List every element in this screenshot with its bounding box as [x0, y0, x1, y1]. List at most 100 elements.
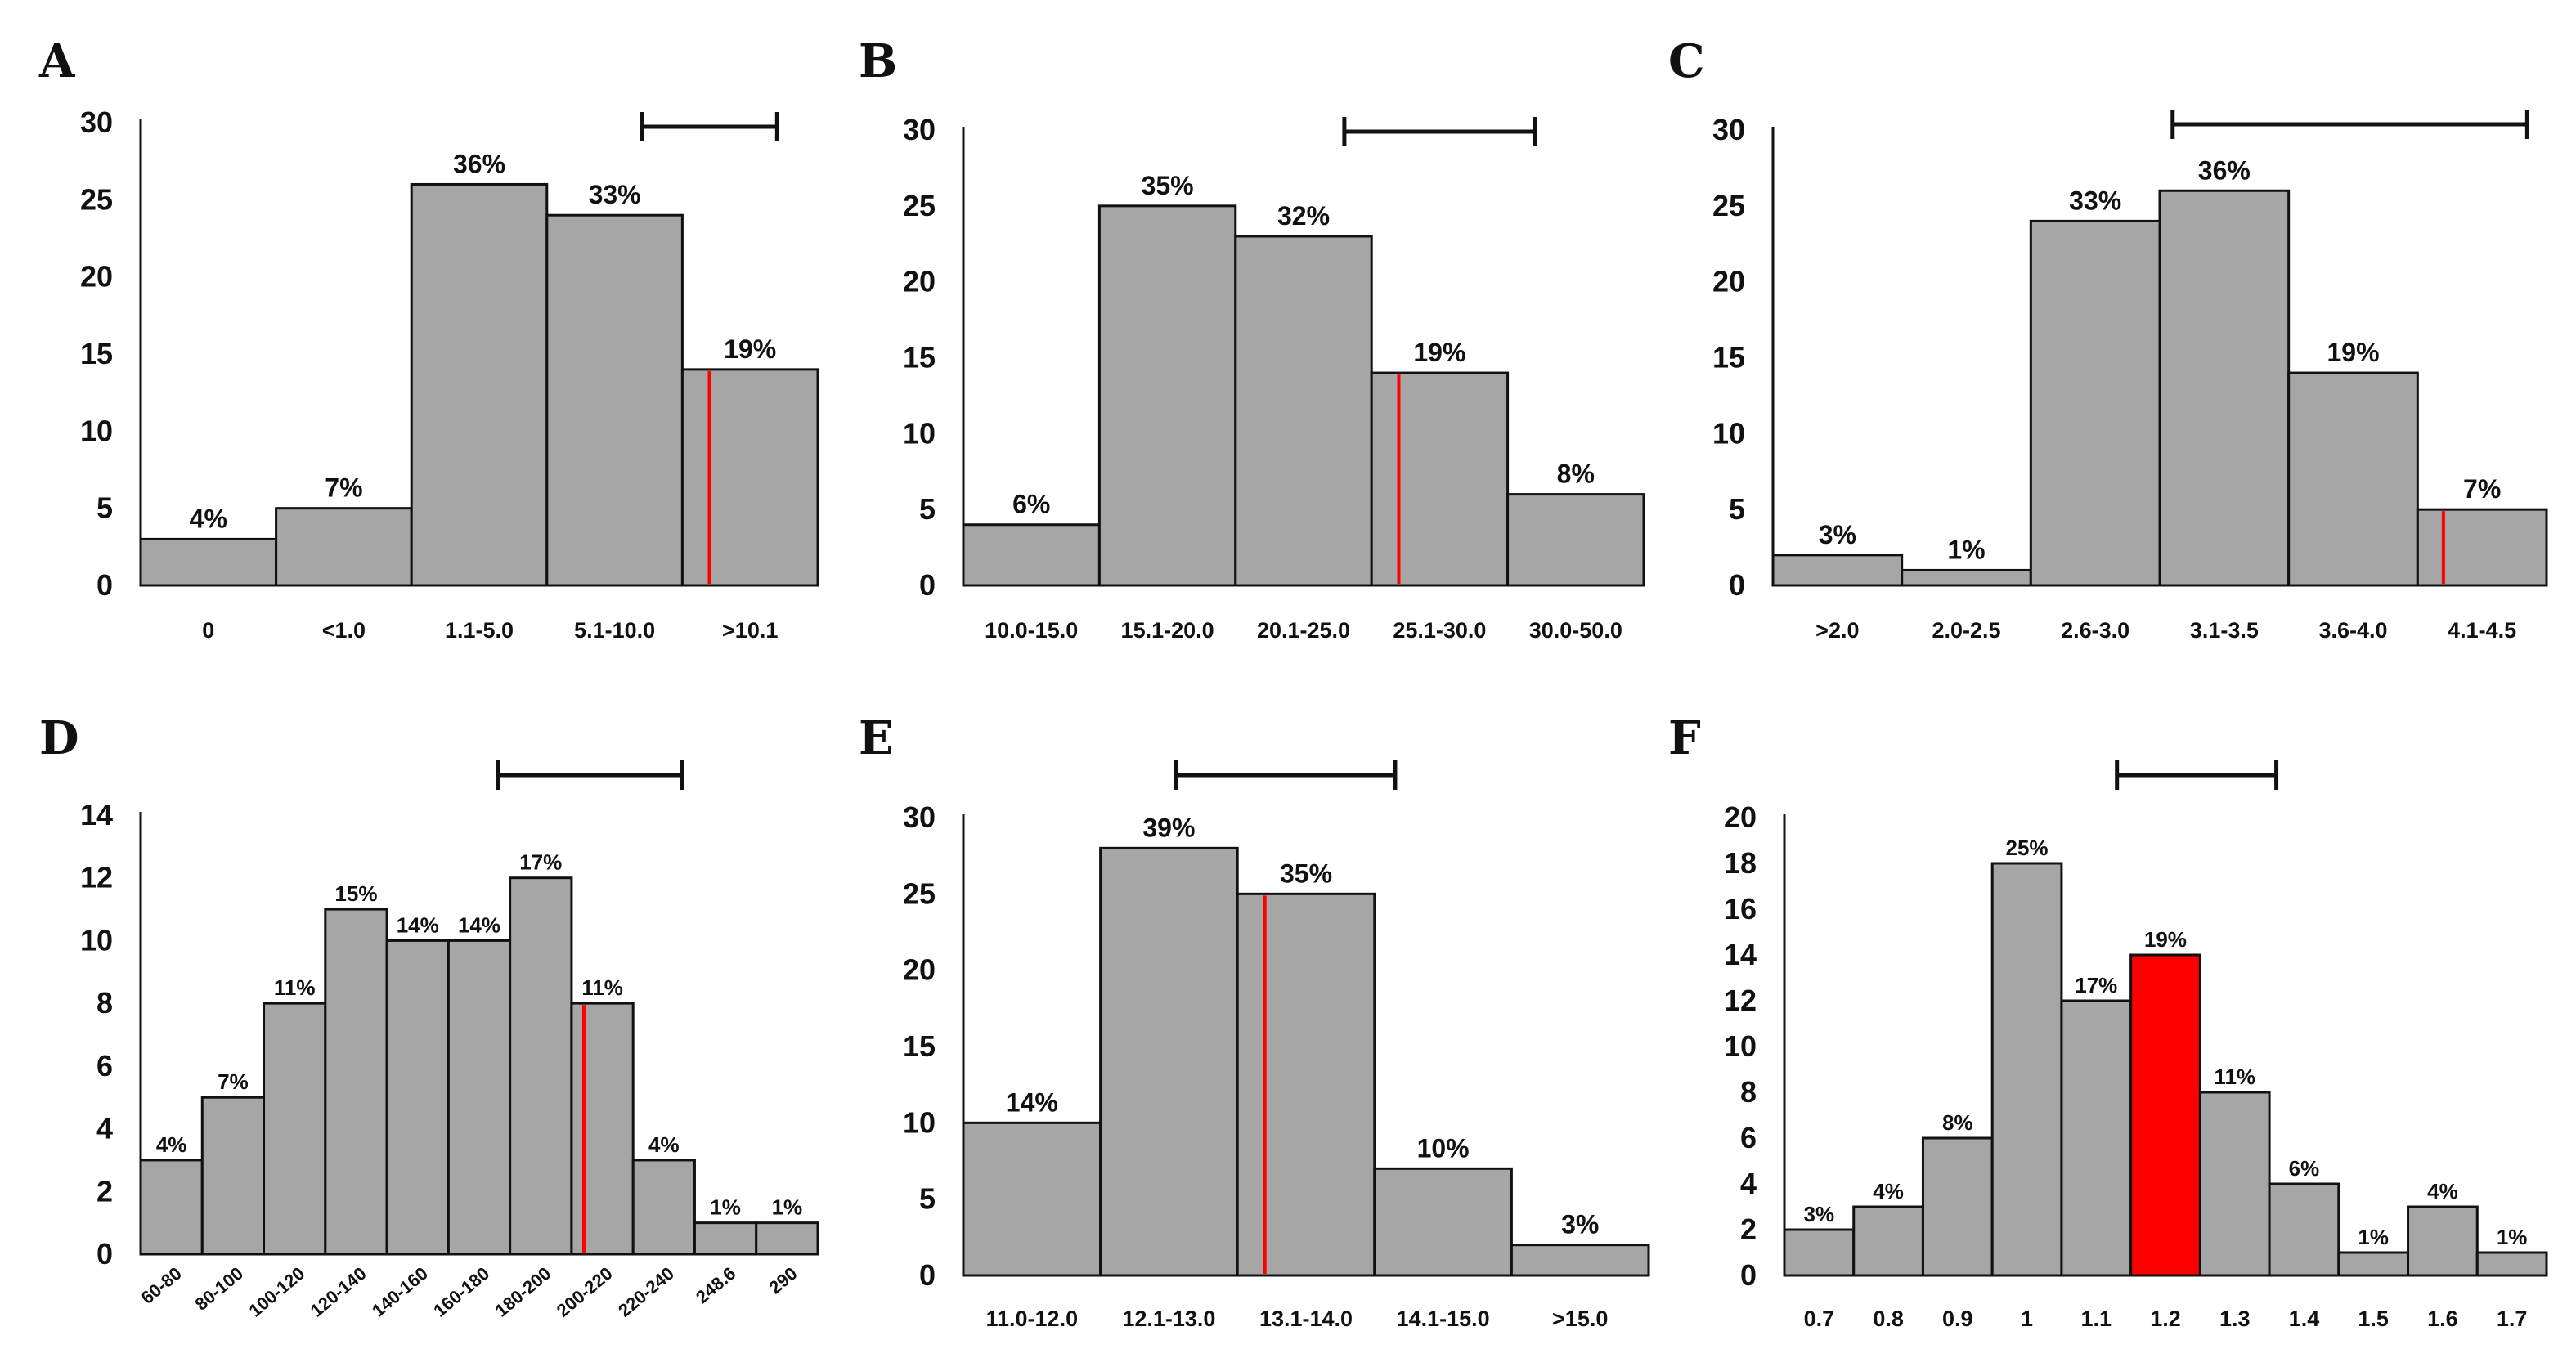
y-tick-label: 20: [1712, 265, 1745, 298]
data-label: 32%: [1277, 201, 1330, 231]
bar: [2475, 1251, 2548, 1277]
panel-letter: A: [38, 34, 76, 88]
y-tick-label: 5: [919, 492, 936, 526]
y-tick-label: 15: [80, 337, 113, 370]
data-label: 33%: [2069, 186, 2121, 215]
bar: [139, 537, 278, 587]
data-label: 6%: [1012, 490, 1050, 519]
x-tick-label: 290: [765, 1263, 801, 1298]
y-tick-label: 30: [80, 105, 113, 139]
y-tick-label: 0: [1729, 568, 1745, 602]
bar: [200, 1096, 266, 1256]
y-tick-label: 25: [80, 182, 113, 216]
x-tick-label: >2.0: [1815, 618, 1859, 643]
x-tick-label: 180-200: [491, 1263, 555, 1321]
bar: [1506, 493, 1645, 587]
data-label: 8%: [1942, 1110, 1973, 1135]
data-label: 4%: [156, 1132, 187, 1157]
bar: [509, 876, 573, 1256]
bar: [680, 368, 819, 587]
bar: [263, 1002, 327, 1256]
range-bracket: [640, 112, 779, 141]
data-label: 14%: [458, 912, 500, 937]
x-tick-label: 3.6-4.0: [2318, 618, 2387, 643]
data-label: 1%: [2497, 1225, 2528, 1249]
y-tick-label: 30: [1712, 113, 1745, 146]
x-tick-label: 15.1-20.0: [1121, 618, 1214, 643]
data-label: 33%: [589, 180, 641, 209]
y-tick-label: 10: [1712, 416, 1745, 450]
bar: [1783, 1228, 1856, 1277]
bar: [1921, 1136, 1994, 1277]
bar: [2268, 1182, 2340, 1277]
x-tick-label: 3.1-3.5: [2190, 618, 2259, 643]
y-tick-label: 0: [919, 1258, 936, 1292]
bar: [570, 1002, 635, 1256]
bar: [545, 213, 684, 587]
data-label: 19%: [2327, 338, 2379, 367]
y-tick-label: 15: [1712, 341, 1745, 374]
bar: [139, 1159, 204, 1256]
bar: [1510, 1244, 1650, 1277]
x-tick-label: >10.1: [722, 618, 778, 643]
y-tick-label: 25: [903, 189, 936, 222]
x-tick-label: 14.1-15.0: [1397, 1306, 1490, 1331]
x-tick-label: 248.6: [692, 1263, 739, 1308]
data-label: 1%: [2358, 1225, 2389, 1249]
y-tick-label: 14: [1724, 938, 1757, 971]
data-label: 6%: [2289, 1156, 2320, 1181]
bar: [1852, 1205, 1924, 1277]
y-tick-label: 10: [80, 414, 113, 447]
x-tick-label: <1.0: [322, 618, 366, 643]
data-label: 11%: [274, 975, 316, 1000]
x-tick-label: 13.1-14.0: [1259, 1306, 1353, 1331]
data-label: 11%: [2214, 1064, 2255, 1089]
data-label: 4%: [648, 1132, 680, 1157]
y-tick-label: 8: [96, 986, 113, 1020]
data-label: 19%: [1413, 338, 1465, 367]
panel-F: F024681012141618203%4%8%25%17%19%11%6%1%…: [1668, 711, 2548, 1331]
bar: [693, 1221, 758, 1256]
y-tick-label: 20: [80, 260, 113, 294]
y-tick-label: 12: [80, 861, 113, 894]
data-label: 8%: [1557, 459, 1595, 489]
bar: [1099, 846, 1239, 1277]
data-label: 39%: [1142, 813, 1195, 842]
panel-D: D 0 2 4 6 8 10 12 14 4% 7% 11% 15% 14% 14% 17% 11% 4% 1% 1%…: [39, 711, 819, 1321]
y-tick-label: 15: [903, 1029, 936, 1063]
x-tick-label: 0.9: [1942, 1306, 1973, 1331]
panel-letter: C: [1668, 34, 1705, 88]
panel-letter: B: [859, 34, 897, 88]
x-tick-label: 1.7: [2497, 1306, 2528, 1331]
bar: [385, 939, 450, 1256]
bar: [1990, 862, 2063, 1277]
data-label: 7%: [2463, 474, 2501, 504]
y-tick-label: 0: [96, 1237, 113, 1271]
data-label: 14%: [1006, 1087, 1058, 1117]
bar: [1771, 554, 1904, 587]
x-tick-label: 1.1: [2080, 1306, 2112, 1331]
y-tick-label: 30: [903, 113, 936, 146]
panel-C: C 0 5 10 15 20 25 30 3% 1% 33% 36% 19% 7% >2.0 2.0-2.5 2…: [1668, 34, 2548, 643]
y-tick-label: 2: [96, 1174, 113, 1208]
data-label: 3%: [1561, 1210, 1599, 1239]
x-tick-label: 2.0-2.5: [1932, 618, 2000, 643]
bar: [1234, 235, 1373, 587]
x-tick-label: 1.5: [2358, 1306, 2389, 1331]
bar: [1373, 1167, 1513, 1277]
bar: [2337, 1251, 2410, 1277]
bar: [2287, 371, 2419, 587]
y-tick-label: 5: [919, 1182, 936, 1216]
x-tick-label: 30.0-50.0: [1529, 618, 1622, 643]
bar: [1236, 892, 1376, 1277]
y-tick-label: 30: [903, 800, 936, 834]
bar: [2060, 999, 2133, 1277]
range-bracket: [496, 760, 684, 790]
bar: [1097, 204, 1237, 587]
range-bracket: [1174, 760, 1398, 790]
data-label: 3%: [1804, 1202, 1835, 1226]
y-tick-label: 10: [80, 923, 113, 957]
bar: [631, 1159, 696, 1256]
data-label: 17%: [2075, 973, 2117, 997]
bar: [275, 507, 413, 587]
